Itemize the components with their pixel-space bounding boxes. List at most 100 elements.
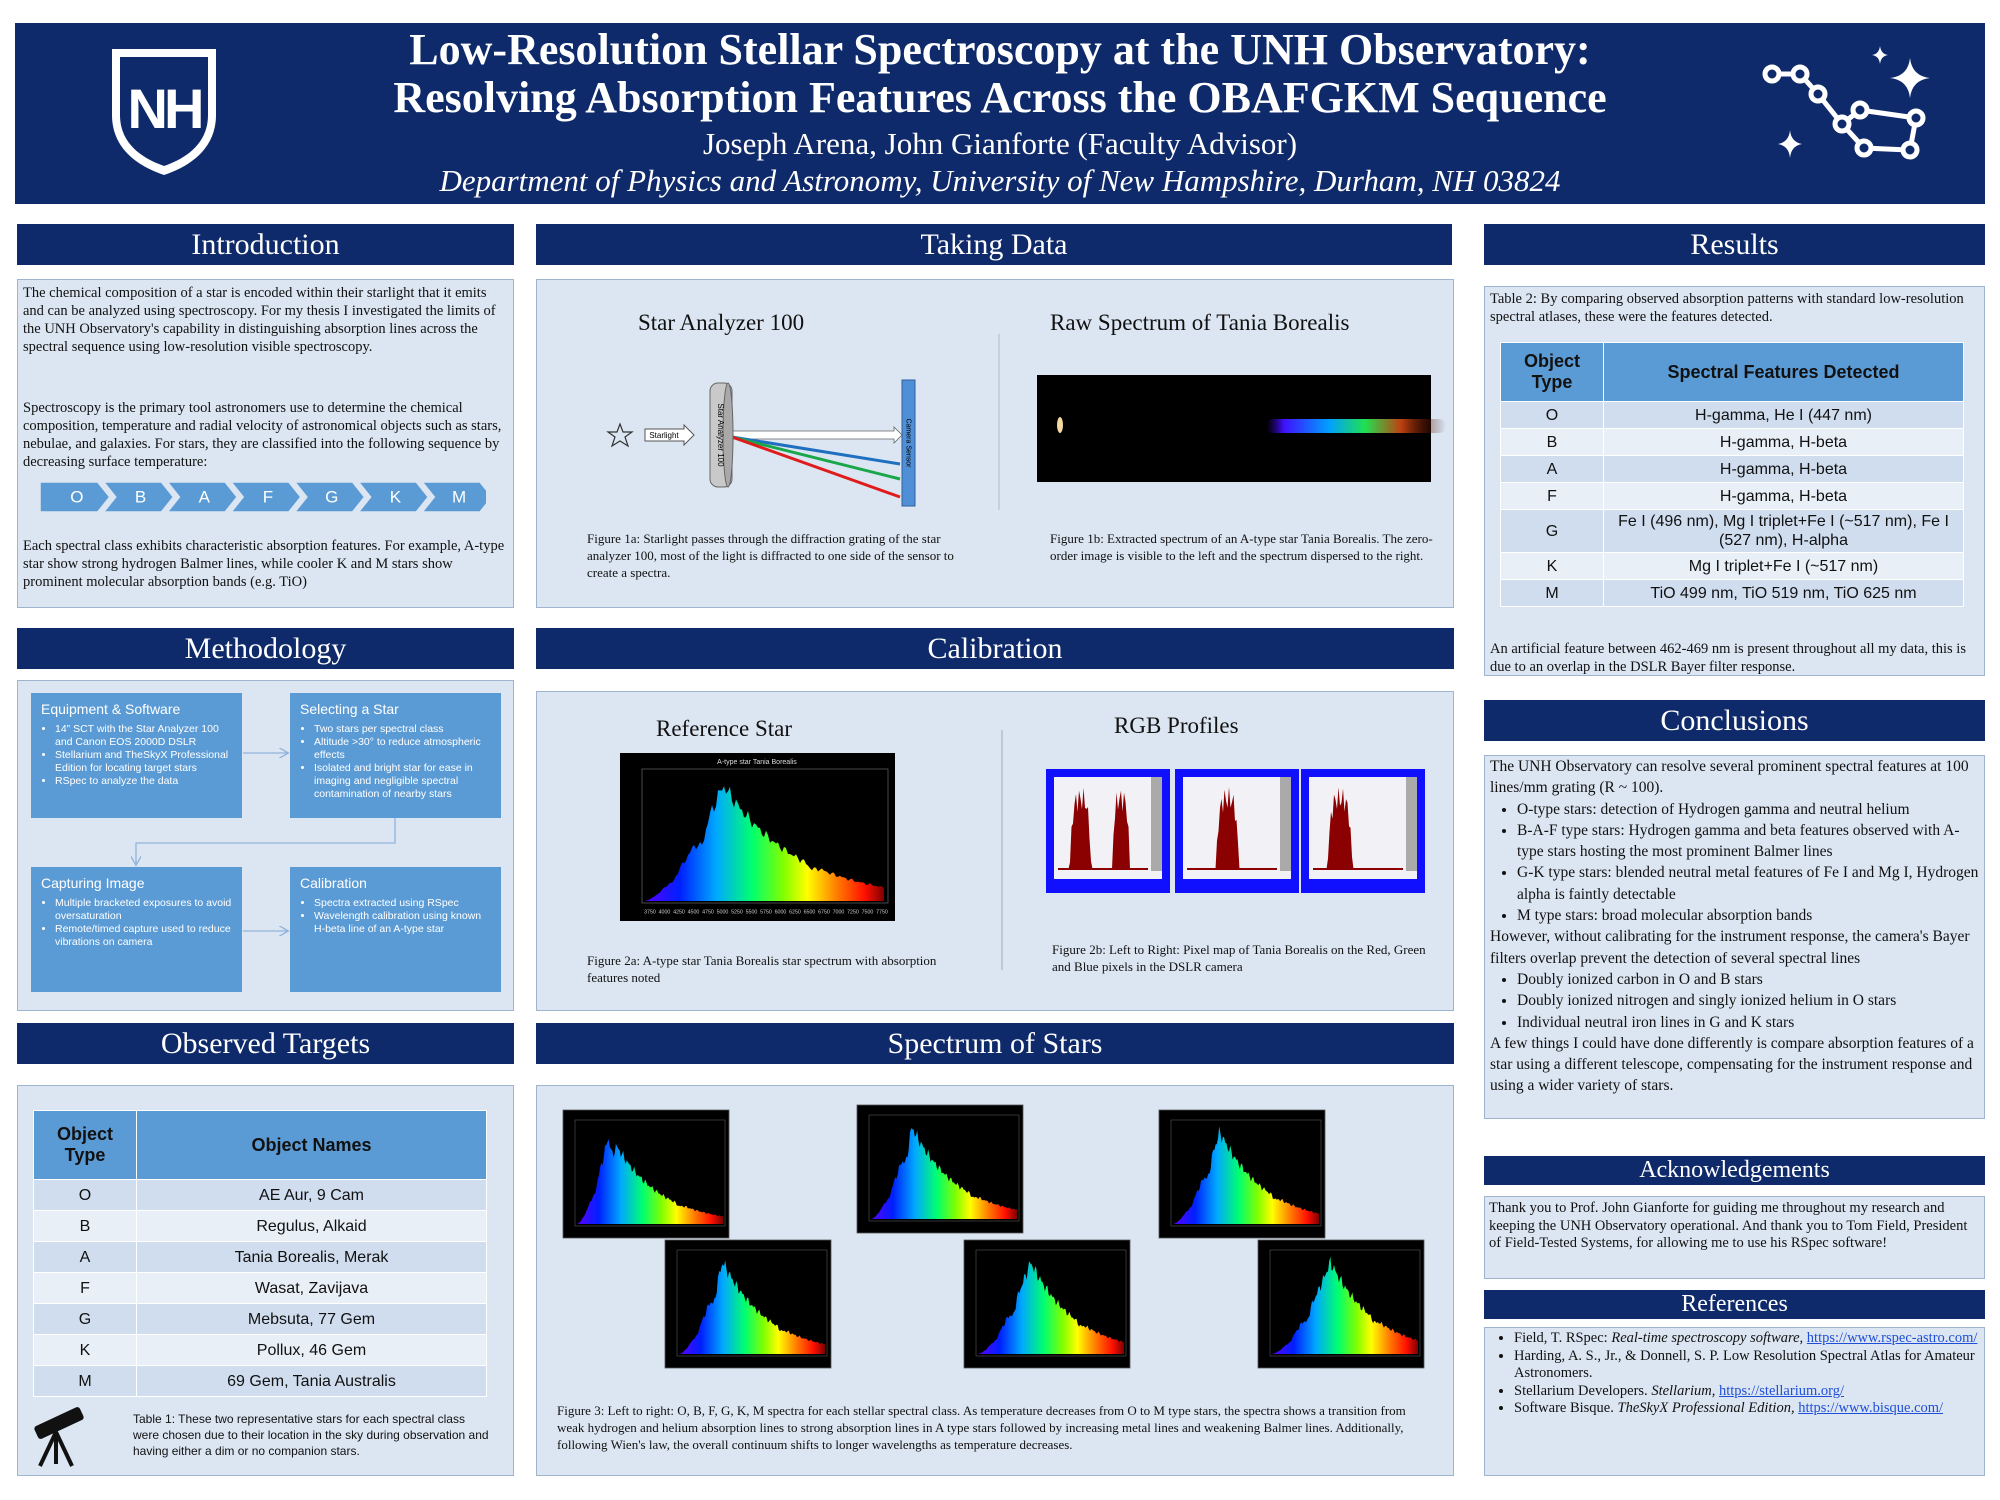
reference-link[interactable]: https://www.bisque.com/ (1798, 1400, 1944, 1417)
plot-frame (641, 768, 889, 904)
table-cell: B (1500, 428, 1604, 456)
profile-shape (1058, 787, 1148, 869)
chevron (357, 482, 430, 512)
step-item: Remote/timed capture used to reduce vibr… (55, 923, 232, 949)
logo-text: NH (128, 77, 201, 140)
step-box: Capturing Image Multiple bracketed exposu… (31, 867, 242, 992)
chevron (293, 482, 366, 512)
spectrum-shape (644, 786, 884, 901)
conclusion-text: The UNH Observatory can resolve several … (1490, 758, 1969, 797)
header-row: Object Type Object Names (33, 1110, 487, 1180)
chevron (40, 482, 111, 512)
step-title: Capturing Image (41, 875, 145, 891)
figure-caption: Figure 2b: Left to Right: Pixel map of T… (1052, 942, 1426, 974)
conclusion-item: Individual neutral iron lines in G and K… (1517, 1012, 1982, 1033)
section-box (1484, 1196, 1985, 1279)
reference-plot: A-type star Tania Borealis 3750 4000 4250 45… (620, 753, 895, 921)
authors: Joseph Arena, John Gianforte (Faculty Ad… (230, 126, 1770, 162)
step-item: Two stars per spectral class (314, 723, 491, 736)
profile-panel (1309, 777, 1417, 879)
table-row: B H-gamma, H-beta (1500, 428, 1964, 456)
thumb-frame (868, 1114, 1020, 1222)
step-item: RSpec to analyze the data (55, 775, 232, 788)
figure-caption: Figure 2a: A-type star Tania Borealis st… (587, 953, 937, 985)
table-caption: Table 1: These two representative stars … (133, 1412, 489, 1458)
table-cell: Tania Borealis, Merak (136, 1241, 487, 1273)
x-tick-label: 7500 (862, 909, 874, 915)
step-item: Altitude >30° to reduce atmospheric effe… (314, 736, 491, 762)
table-cell: Wasat, Zavijava (136, 1272, 487, 1304)
table-cell: H-gamma, He I (447 nm) (1603, 401, 1964, 429)
table-cell: K (33, 1334, 137, 1366)
conclusion-text: However, without calibrating for the ins… (1490, 928, 1970, 967)
step-box: Calibration Spectra extracted using RSpec… (290, 867, 501, 992)
constellation-icon (1762, 46, 1930, 160)
chevron (421, 482, 486, 512)
sequence-letter: F (263, 487, 273, 506)
x-tick-label: 5750 (760, 909, 772, 915)
step-item: 14” SCT with the Star Analyzer 100 and C… (55, 723, 232, 749)
reference: Stellarium Developers. Stellarium, https… (1514, 1383, 2000, 1401)
reference-author: Stellarium Developers. (1514, 1382, 1652, 1399)
chevron (102, 482, 175, 512)
reference-link[interactable]: https://stellarium.org/ (1718, 1382, 1844, 1399)
title-line: Resolving Absorption Features Across the… (393, 73, 1607, 122)
table-cell: AE Aur, 9 Cam (136, 1179, 487, 1211)
profile-shape (1187, 787, 1277, 869)
conclusion-list: O-type stars: detection of Hydrogen gamm… (1490, 799, 1982, 927)
column-header: Object Type (33, 1110, 137, 1180)
sequence-letter: G (325, 487, 338, 506)
diagram-label: Camera Sensor (905, 418, 912, 468)
table-cell: Fe I (496 nm), Mg I triplet+Fe I (~517 n… (1603, 509, 1964, 553)
note: An artificial feature between 462-469 nm… (1490, 641, 1966, 675)
title-line: Low-Resolution Stellar Spectroscopy at t… (409, 25, 1591, 74)
table-row: K Mg I triplet+Fe I (~517 nm) (1500, 552, 1964, 580)
table-cell: Pollux, 46 Gem (136, 1334, 487, 1366)
conclusion-list: Doubly ionized carbon in O and B starsDo… (1490, 969, 1982, 1033)
table-cell: M (1500, 579, 1604, 607)
step-list: Multiple bracketed exposures to avoid ov… (41, 897, 232, 949)
table-cell: F (33, 1272, 137, 1304)
section-heading: Calibration (536, 628, 1454, 669)
presenter[interactable]: Joseph Arena (702, 126, 870, 161)
conclusion-item: O-type stars: detection of Hydrogen gamm… (1517, 799, 1982, 820)
section-heading: Conclusions (1484, 700, 1985, 741)
table-row: A H-gamma, H-beta (1500, 455, 1964, 483)
table-row: O H-gamma, He I (447 nm) (1500, 401, 1964, 429)
table-cell: TiO 499 nm, TiO 519 nm, TiO 625 nm (1603, 579, 1964, 607)
table: Object Type Spectral Features Detected O H-… (1500, 342, 1964, 607)
section-heading: References (1484, 1290, 1985, 1319)
table-cell: M (33, 1365, 137, 1397)
reference-author: Harding, A. S., Jr., & Donnell, S. P. Lo… (1514, 1347, 1975, 1382)
divider (1001, 730, 1003, 970)
section-box (1484, 755, 1985, 1119)
conclusions-text: The UNH Observatory can resolve several … (1490, 756, 1982, 1097)
reference-link[interactable]: https://www.rspec-astro.com/ (1806, 1330, 1978, 1346)
sequence-letter: B (135, 487, 146, 506)
sequence-letter: K (390, 487, 402, 506)
section-box (1484, 1327, 1985, 1476)
results-table: Object Type Spectral Features Detected O H-… (1500, 342, 1964, 607)
table-cell: Mg I triplet+Fe I (~517 nm) (1603, 552, 1964, 580)
table-cell: H-gamma, H-beta (1603, 428, 1964, 456)
table-row: K Pollux, 46 Gem (33, 1334, 487, 1366)
telescope-icon (34, 1407, 84, 1467)
column-header: Spectral Features Detected (1603, 342, 1964, 402)
paragraph: Each spectral class exhibits characteris… (23, 538, 505, 590)
profile-strip (1406, 777, 1417, 871)
table-cell: B (33, 1210, 137, 1242)
table-cell: O (1500, 401, 1604, 429)
thumb-frame (1269, 1249, 1421, 1357)
figure-caption: Figure 3: Left to right: O, B, F, G, K, … (557, 1403, 1406, 1452)
table-cell: H-gamma, H-beta (1603, 482, 1964, 510)
spectrum-shape (577, 1139, 723, 1224)
section-heading: Results (1484, 224, 1985, 265)
rgb-profiles (1046, 769, 1425, 893)
thumb-frame (1170, 1119, 1322, 1227)
table-caption: Table 2: By comparing observed absorptio… (1490, 291, 1964, 325)
step-item: Wavelength calibration using known H-bet… (314, 910, 491, 936)
section-heading: Observed Targets (17, 1023, 514, 1064)
profile-strip (1280, 777, 1291, 871)
column-header: Object Type (1500, 342, 1604, 402)
